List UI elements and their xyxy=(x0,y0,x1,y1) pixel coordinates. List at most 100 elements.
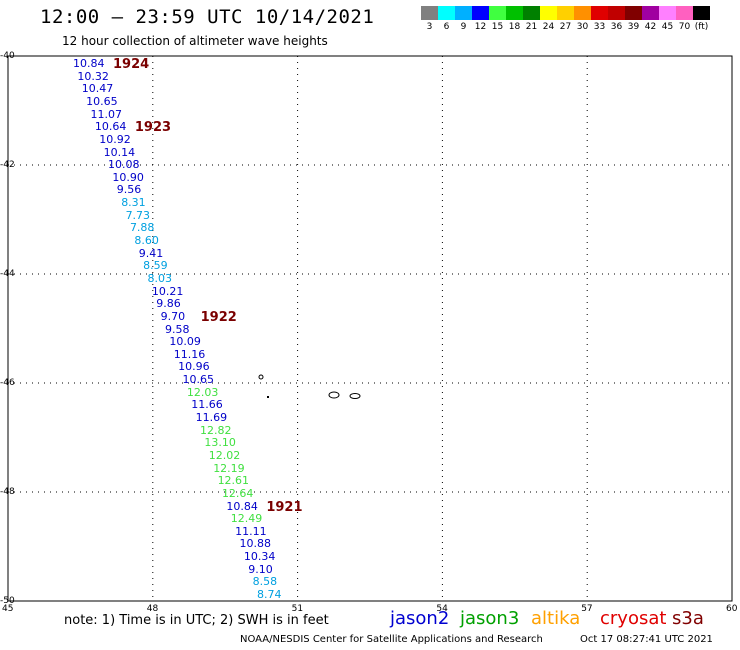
map-title: 12:00 — 23:59 UTC 10/14/2021 xyxy=(40,6,375,28)
island-outline xyxy=(267,396,269,398)
swh-value: 12.61 xyxy=(217,474,250,488)
lon-tick-label: 48 xyxy=(146,604,159,614)
pass-time-label: 1922 xyxy=(200,309,237,325)
swh-value: 8.59 xyxy=(143,259,168,273)
swh-value: 13.10 xyxy=(204,436,236,450)
swh-value: 12.49 xyxy=(230,512,263,526)
legend-swatch xyxy=(625,6,642,20)
island-outline xyxy=(258,374,264,380)
swh-value: 12.02 xyxy=(208,448,241,462)
legend-label: 36 xyxy=(610,22,623,32)
swh-value: 10.65 xyxy=(182,373,215,387)
legend-label: 30 xyxy=(576,22,589,32)
legend-swatch xyxy=(608,6,625,20)
swh-value: 10.47 xyxy=(81,82,114,96)
swh-value: 10.90 xyxy=(112,170,144,184)
island-outline xyxy=(349,393,361,399)
swh-value: 10.92 xyxy=(99,132,131,146)
footer-note: note: 1) Time is in UTC; 2) SWH is in fe… xyxy=(64,613,329,628)
color-legend-labels: 3 6 9 12 15 18 21 24 27 30 33 36 39 42 45 70 (ft) xyxy=(421,22,710,34)
map-subtitle: 12 hour collection of altimeter wave hei… xyxy=(62,34,328,48)
swh-value: 11.16 xyxy=(173,347,206,361)
lon-tick-label: 51 xyxy=(291,604,304,614)
credit-text: NOAA/NESDIS Center for Satellite Applica… xyxy=(240,634,543,645)
legend-swatch xyxy=(540,6,557,20)
swh-value: 8.31 xyxy=(121,196,146,210)
lat-tick-label: -46 xyxy=(0,378,15,388)
swh-value: 10.21 xyxy=(151,284,184,298)
swh-value: 10.84 xyxy=(226,499,258,513)
lon-tick-label: 45 xyxy=(2,604,14,614)
legend-label: 3 xyxy=(426,22,433,32)
swh-value: 8.60 xyxy=(134,234,159,247)
swh-value: 10.64 xyxy=(94,120,127,134)
satellite-name: jason2 xyxy=(390,608,450,629)
satellite-name: s3a xyxy=(672,608,704,629)
swh-value: 9.58 xyxy=(165,322,190,336)
lon-tick-label: 60 xyxy=(726,604,738,614)
credit-time: Oct 17 08:27:41 UTC 2021 xyxy=(580,634,713,645)
legend-swatch xyxy=(455,6,472,20)
lon-tick-label: 54 xyxy=(436,604,448,614)
legend-label: 15 xyxy=(491,22,504,32)
swh-value: 11.66 xyxy=(191,398,223,412)
legend-label: 18 xyxy=(508,22,521,32)
lat-tick-label: -50 xyxy=(0,596,15,606)
legend-swatch xyxy=(557,6,574,20)
legend-label: 39 xyxy=(627,22,640,32)
legend-swatch xyxy=(472,6,489,20)
legend-label: 33 xyxy=(593,22,606,32)
swh-value: 11.11 xyxy=(235,524,267,538)
swh-value: 9.10 xyxy=(248,562,273,576)
lon-tick-label: 57 xyxy=(581,604,593,614)
swh-value: 10.88 xyxy=(239,537,271,551)
swh-value: 11.07 xyxy=(90,107,123,121)
swh-value: 11.69 xyxy=(195,411,228,424)
lat-tick-label: -44 xyxy=(0,269,15,279)
swh-value: 12.19 xyxy=(213,461,245,475)
swh-value: 9.86 xyxy=(156,297,181,311)
legend-swatch xyxy=(489,6,506,20)
swh-value: 7.73 xyxy=(125,208,151,222)
legend-label: 27 xyxy=(559,22,572,32)
swh-value: 10.34 xyxy=(243,550,276,564)
legend-label: 45 xyxy=(661,22,674,32)
legend-swatch xyxy=(693,6,710,20)
lat-tick-label: -48 xyxy=(0,487,15,497)
swh-value: 9.56 xyxy=(116,183,142,197)
swh-value: 10.08 xyxy=(108,158,140,172)
swh-value: 12.64 xyxy=(221,486,254,500)
map-frame xyxy=(7,55,733,602)
legend-label: 24 xyxy=(542,22,555,32)
color-legend xyxy=(421,6,710,20)
legend-swatch xyxy=(523,6,540,20)
swh-value: 9.41 xyxy=(138,246,164,260)
legend-label: 70 xyxy=(678,22,691,32)
swh-value: 9.70 xyxy=(160,309,186,323)
swh-value: 8.74 xyxy=(257,588,282,601)
island-outline xyxy=(328,391,340,399)
swh-value: 10.32 xyxy=(77,69,109,83)
swh-value: 10.65 xyxy=(86,94,118,108)
satellite-name: jason3 xyxy=(460,608,520,629)
legend-swatch xyxy=(574,6,591,20)
swh-value: 8.58 xyxy=(252,575,278,589)
legend-label: 42 xyxy=(644,22,657,32)
legend-swatch xyxy=(591,6,608,20)
legend-label: 9 xyxy=(460,22,467,32)
pass-time-label: 1921 xyxy=(266,499,303,515)
legend-swatch xyxy=(642,6,659,20)
pass-time-label: 1923 xyxy=(134,120,172,136)
pass-time-label: 1924 xyxy=(113,57,150,72)
legend-swatch xyxy=(659,6,676,20)
legend-label: 21 xyxy=(525,22,538,32)
legend-label: 12 xyxy=(474,22,487,32)
legend-label: 6 xyxy=(443,22,450,32)
swh-value: 10.96 xyxy=(178,360,210,374)
legend-label: (ft) xyxy=(694,22,709,32)
swh-value: 12.03 xyxy=(186,385,219,399)
swh-value: 7.88 xyxy=(129,221,155,235)
legend-swatch xyxy=(506,6,523,20)
